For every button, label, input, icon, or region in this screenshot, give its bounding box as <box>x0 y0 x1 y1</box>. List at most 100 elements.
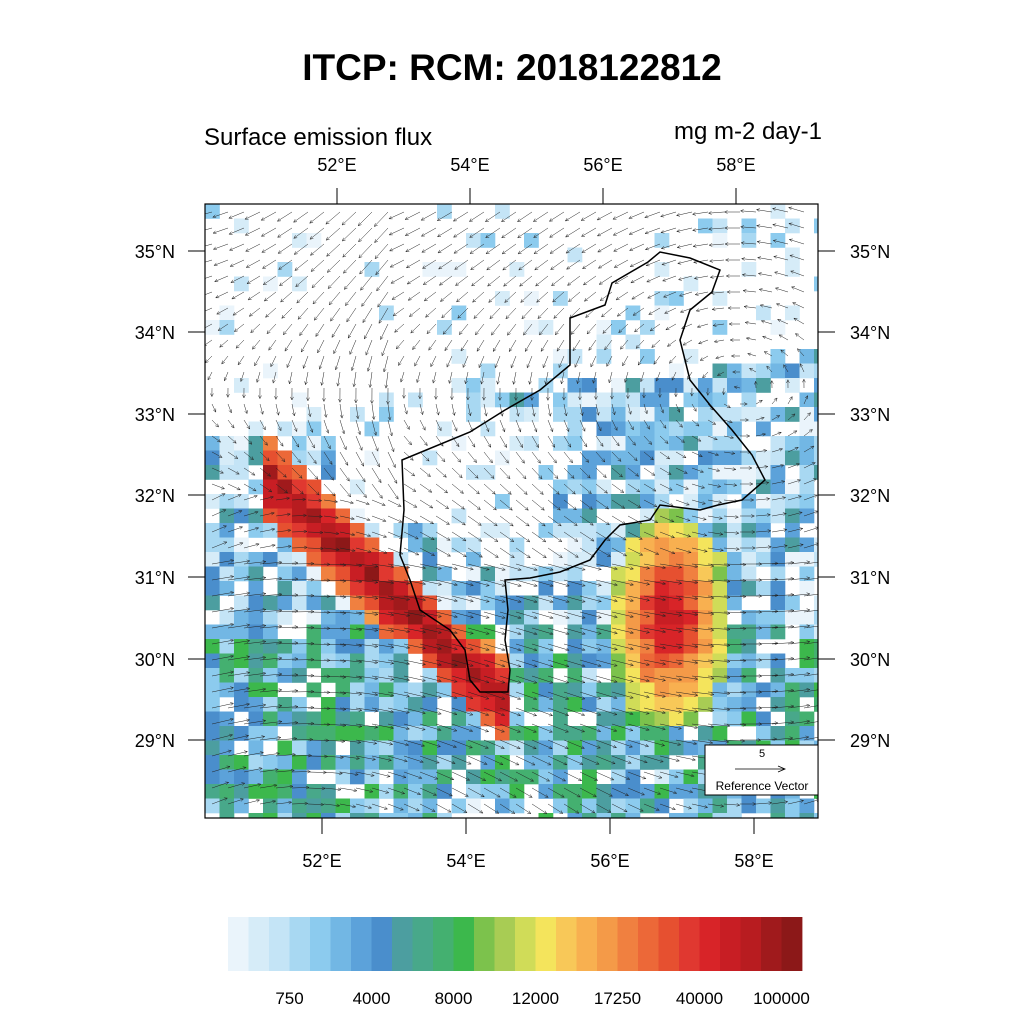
field-cell <box>292 784 307 799</box>
field-cell <box>437 262 452 277</box>
field-cell <box>654 581 670 596</box>
field-cell <box>263 726 278 741</box>
field-cell <box>582 465 597 480</box>
field-cell <box>263 523 278 538</box>
field-cell <box>306 436 322 451</box>
field-cell <box>248 624 264 640</box>
field-cell <box>712 726 728 741</box>
field-cell <box>350 581 365 596</box>
field-cell <box>263 479 278 495</box>
field-cell <box>379 740 394 756</box>
field-cell <box>567 610 583 625</box>
field-cell <box>814 450 818 466</box>
field-cell <box>712 378 728 393</box>
field-cell <box>422 523 438 538</box>
field-cell <box>654 479 670 495</box>
field-cell <box>596 407 612 422</box>
field-cell <box>654 653 670 669</box>
field-cell <box>625 668 641 683</box>
field-cell <box>654 508 670 524</box>
field-cell <box>321 595 336 611</box>
field-cell <box>553 769 568 785</box>
field-cell <box>306 740 322 756</box>
field-cell <box>379 610 394 625</box>
field-cell <box>712 581 728 596</box>
field-cell <box>654 624 670 640</box>
colorbar-box <box>740 917 762 971</box>
field-cell <box>582 537 597 553</box>
field-cell <box>669 639 684 654</box>
field-cell <box>741 653 757 669</box>
field-cell <box>379 726 394 741</box>
field-cell <box>582 494 597 509</box>
field-cell <box>741 624 757 640</box>
field-cell <box>437 639 452 654</box>
field-cell <box>495 291 510 306</box>
field-cell <box>611 465 626 480</box>
field-cell <box>611 552 626 567</box>
field-cell <box>234 697 249 712</box>
field-cell <box>524 769 539 785</box>
field-cell <box>654 552 670 567</box>
field-cell <box>393 523 409 538</box>
field-cell <box>727 682 742 698</box>
field-cell <box>205 653 220 669</box>
field-cell <box>654 668 670 683</box>
field-cell <box>248 769 264 785</box>
field-cell <box>292 450 307 466</box>
field-cell <box>306 421 322 437</box>
field-cell <box>350 682 365 698</box>
field-cell <box>611 450 626 466</box>
field-cell <box>335 581 351 596</box>
field-cell <box>263 595 278 611</box>
field-cell <box>611 668 626 683</box>
field-cell <box>698 479 713 495</box>
field-cell <box>379 697 394 712</box>
field-cell <box>770 581 786 596</box>
field-cell <box>263 697 278 712</box>
field-cell <box>335 769 351 785</box>
field-cell <box>770 349 786 364</box>
field-cell <box>741 233 757 248</box>
field-cell <box>335 610 351 625</box>
field-cell <box>596 784 612 799</box>
field-cell <box>466 233 481 248</box>
field-cell <box>596 755 612 770</box>
field-cell <box>306 653 322 669</box>
field-cell <box>727 508 742 524</box>
field-cell <box>785 798 800 814</box>
field-cell <box>654 697 670 712</box>
field-cell <box>567 755 583 770</box>
field-cell <box>248 508 264 524</box>
field-cell <box>582 407 597 422</box>
field-cell <box>306 755 322 770</box>
field-cell <box>741 610 757 625</box>
field-cell <box>292 523 307 538</box>
field-cell <box>277 421 293 437</box>
field-cell <box>770 450 786 466</box>
field-cell <box>321 436 336 451</box>
field-cell <box>263 668 278 683</box>
left-lat-label: 30°N <box>135 650 175 670</box>
field-cell <box>654 784 670 799</box>
colorbar-box <box>535 917 557 971</box>
field-cell <box>234 378 249 393</box>
field-cell <box>538 726 554 741</box>
field-cell <box>611 682 626 698</box>
field-cell <box>335 508 351 524</box>
field-cell <box>698 566 713 582</box>
field-cell <box>466 798 481 814</box>
field-cell <box>567 595 583 611</box>
field-cell <box>683 508 699 524</box>
field-cell <box>219 798 235 814</box>
field-cell <box>509 537 525 553</box>
field-cell <box>567 392 583 408</box>
field-cell <box>451 726 467 741</box>
field-cell <box>335 697 351 712</box>
field-cell <box>698 218 713 234</box>
field-cell <box>495 726 510 741</box>
field-cell <box>741 523 757 538</box>
field-cell <box>277 769 293 785</box>
field-cell <box>364 653 380 669</box>
field-cell <box>495 784 510 799</box>
